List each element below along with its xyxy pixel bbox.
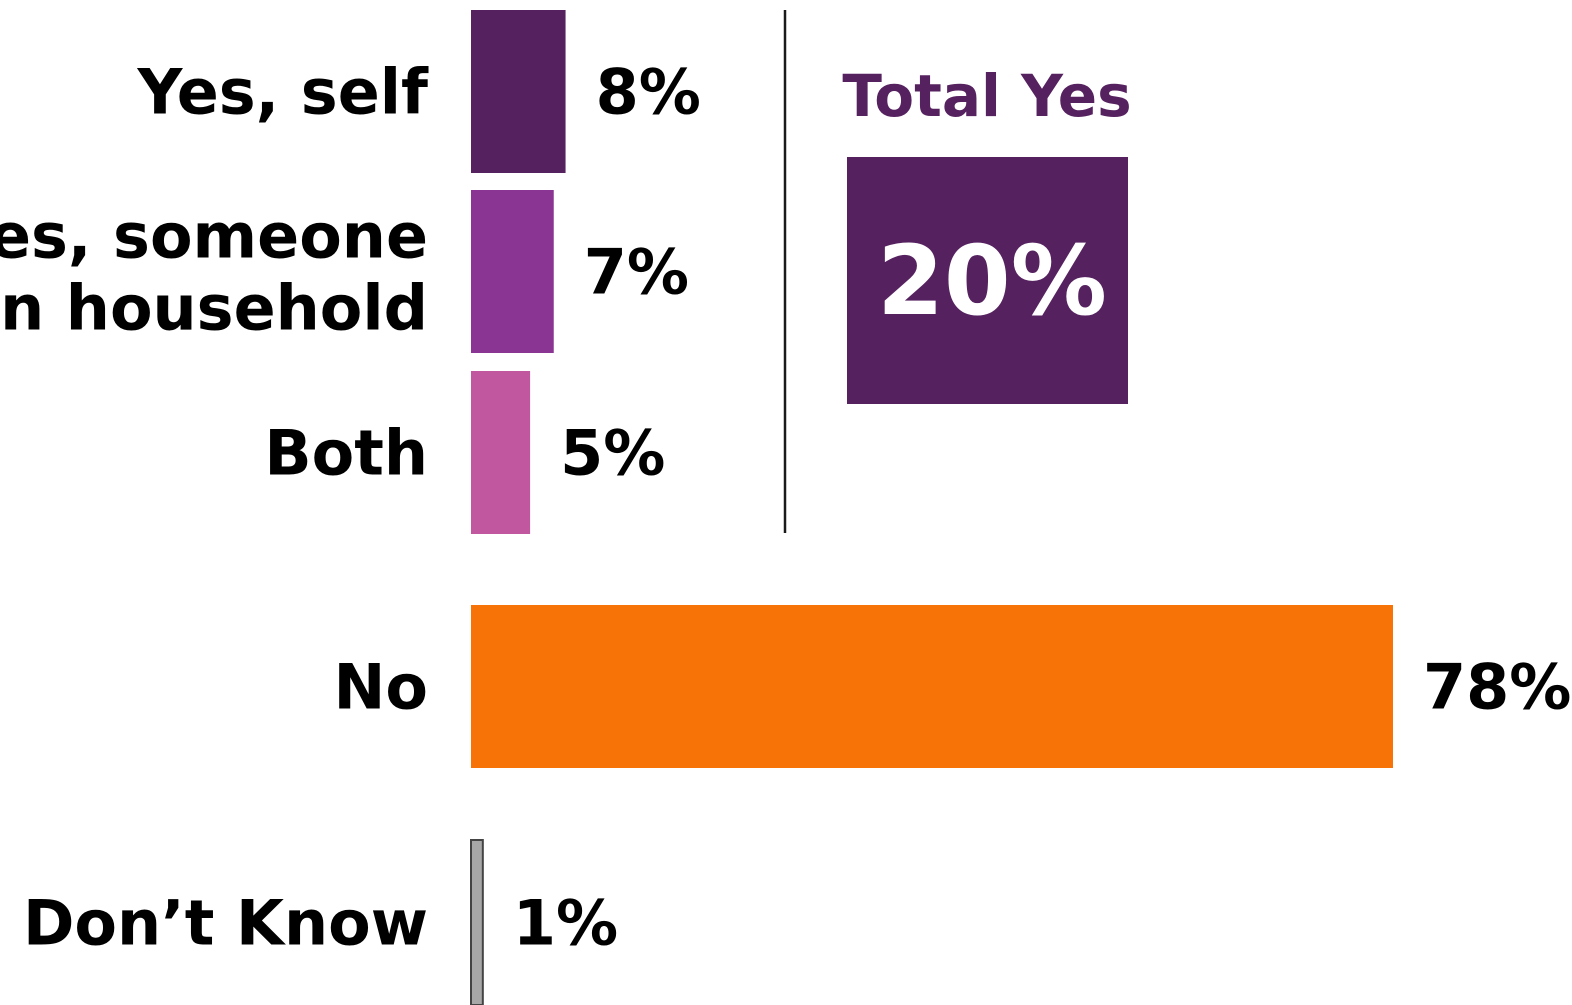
- total-yes-value: 20%: [877, 225, 1107, 337]
- category-label-line: No: [334, 651, 428, 724]
- value-label-yes-self: 8%: [596, 56, 701, 129]
- bar-no: [471, 605, 1393, 768]
- category-label-no: No: [334, 651, 428, 724]
- bar-both: [471, 371, 531, 534]
- bar-yes-someone-in-household: [471, 190, 554, 353]
- value-label-no: 78%: [1423, 651, 1571, 724]
- value-label-both: 5%: [560, 417, 665, 490]
- category-label-line: Both: [264, 417, 428, 490]
- value-label-don-t-know: 1%: [513, 887, 618, 960]
- total-yes-box: [847, 157, 1128, 404]
- category-label-don-t-know: Don’t Know: [23, 887, 428, 960]
- category-label-line: Yes, self: [137, 56, 430, 129]
- value-labels-group: 8% 7% 5% 78% 1%: [513, 56, 1572, 960]
- value-label-yes-someone-in-household: 7%: [584, 236, 689, 309]
- category-label-both: Both: [264, 417, 428, 490]
- bar-don-t-know: [470, 839, 484, 1005]
- category-label-line: in household: [0, 272, 428, 345]
- bars-group: [470, 10, 1393, 1005]
- total-yes-title: Total Yes: [842, 62, 1131, 130]
- category-label-yes-self: Yes, self: [137, 56, 430, 129]
- category-label-line: Don’t Know: [23, 887, 428, 960]
- bar-yes-self: [471, 10, 566, 173]
- category-label-line: Yes, someone: [0, 200, 428, 273]
